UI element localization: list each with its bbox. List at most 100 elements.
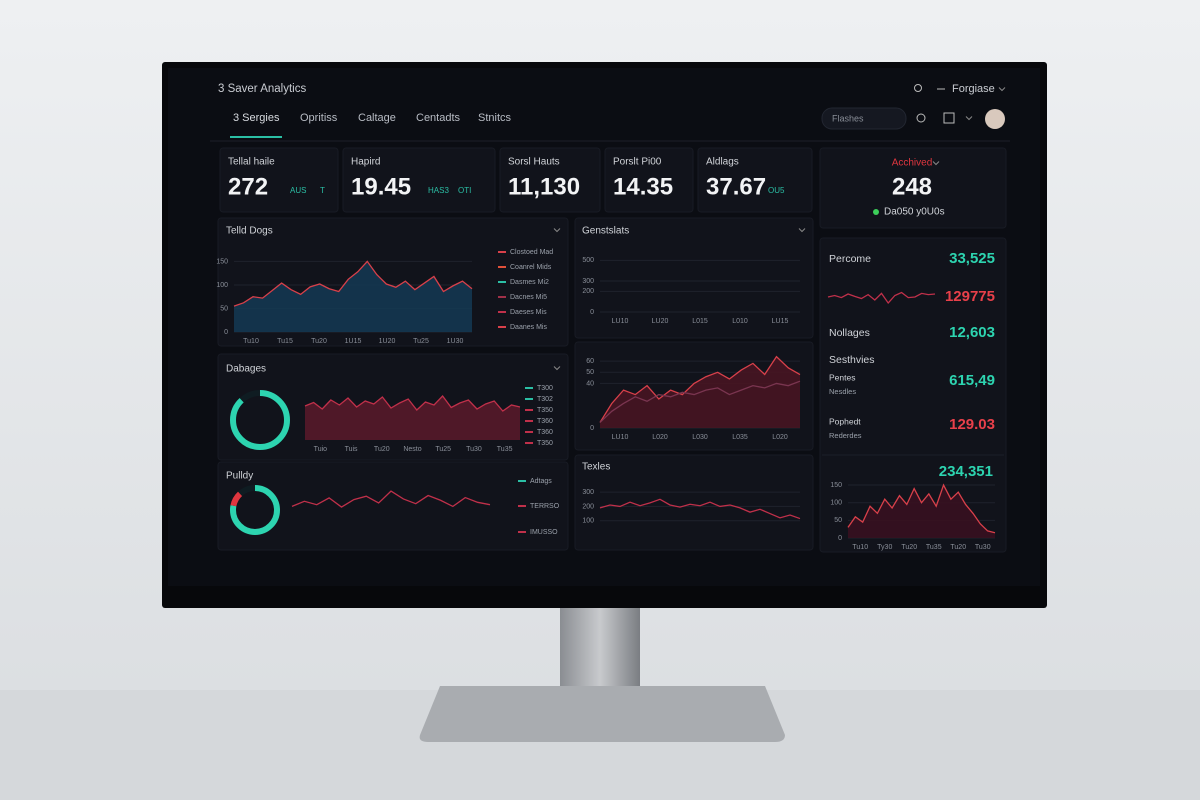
legend-label: T360 [537,418,553,425]
x-tick-label: Ty30 [877,544,892,551]
card [819,237,1007,553]
row-label: Sesthvies [829,354,875,366]
nav-tab[interactable]: Opritiss [300,112,338,124]
x-tick-label: Tu25 [435,446,451,453]
row-label: Pophedt [829,416,861,426]
kpi-label: Sorsl Hauts [508,157,560,168]
kpi-label: Aldlags [706,157,739,168]
panel-title: Texles [582,462,610,473]
panel-title: Telld Dogs [226,226,273,237]
highlight-value: 248 [892,173,932,200]
chevron [932,161,940,166]
x-tick-label: LU15 [772,318,789,325]
y-tick-label: 0 [838,535,842,542]
dashboard: 3 Saver Analytics Forgiase 3 Sergies Opriti… [210,83,1010,553]
nav-tab[interactable]: Caltage [358,112,396,124]
x-tick-label: Tu30 [975,544,991,551]
chevron [553,366,561,371]
y-tick-label: 60 [586,358,594,365]
y-tick-label: 500 [582,257,594,264]
x-tick-label: LU10 [612,318,629,325]
y-tick-label: 0 [224,329,228,336]
x-tick-label: Tu20 [901,544,917,551]
x-tick-label: L010 [732,318,748,325]
search-placeholder: Flashes [832,113,864,123]
row-sublabel: Rederdes [829,431,862,440]
donut-segment [230,485,280,535]
y-tick-label: 40 [586,380,594,387]
kpi-label: Hapird [351,157,380,168]
y-tick-label: 100 [216,282,228,289]
row-value: 33,525 [949,250,995,267]
user-menu[interactable]: Forgiase [952,83,995,95]
kpi-note: AUS [290,186,306,195]
card [819,147,1007,229]
series-line [599,380,801,423]
kpi-value: 11,130 [508,173,580,200]
nav-tab[interactable]: 3 Sergies [233,112,280,124]
nav-tab[interactable]: Stnitcs [478,112,512,124]
x-tick-label: LU10 [612,434,629,441]
search-icon[interactable] [916,113,926,123]
panel-title: Genstslats [582,226,629,237]
series-line [233,260,473,307]
legend-label: Daeses Mis [510,309,547,316]
x-tick-label: Tu30 [466,446,482,453]
menu-icon[interactable] [943,112,955,124]
kpi-note: HAS3 [428,186,449,195]
legend-label: TERRSO [530,503,560,510]
x-tick-label: Tu35 [497,446,513,453]
x-tick-label: Tu25 [413,338,429,345]
card [342,147,496,213]
series-line [291,490,491,508]
y-tick-label: 100 [830,500,842,507]
chevron [998,87,1006,92]
area-fill [305,396,520,440]
series-line [847,483,996,534]
stand-neck [560,600,640,692]
x-tick-label: L035 [732,434,748,441]
nav-tab[interactable]: Centadts [416,112,461,124]
kpi-label: Porslt Pi00 [613,157,662,168]
kpi-value: 19.45 [351,173,411,200]
y-tick-label: 50 [220,305,228,312]
card [217,461,569,551]
x-tick-label: Tu20 [311,338,327,345]
search-icon[interactable] [914,84,922,92]
legend-label: Clostoed Mad [510,249,553,256]
x-tick-label: 1U20 [379,338,396,345]
y-tick-label: 200 [582,503,594,510]
kpi-label: Tellal haile [228,157,275,168]
panel-title: Pulldy [226,471,253,482]
y-tick-label: 100 [582,518,594,525]
kpi-value: 37.67 [706,173,766,200]
card [499,147,601,213]
area-fill [848,485,995,538]
card [574,217,814,339]
x-tick-label: L015 [692,318,708,325]
search-box[interactable] [821,107,907,130]
x-tick-label: 1U30 [447,338,464,345]
y-tick-label: 50 [834,517,842,524]
x-tick-label: L020 [652,434,668,441]
x-tick-label: Tuio [314,446,327,453]
legend-label: Daanes Mis [510,324,547,331]
y-tick-label: 300 [582,278,594,285]
card [219,147,339,213]
kpi-note: T [320,186,325,195]
sparkline [827,291,936,305]
x-tick-label: Nesto [403,446,421,453]
chevron [553,228,561,233]
avatar[interactable] [985,109,1005,129]
legend-label: T302 [537,396,553,403]
row-value: 12,603 [949,324,995,341]
x-tick-label: L020 [772,434,788,441]
x-tick-label: Tu35 [926,544,942,551]
y-tick-label: 0 [590,425,594,432]
legend-label: T350 [537,440,553,447]
chevron [798,228,806,233]
x-tick-label: Tu10 [852,544,868,551]
y-tick-label: 0 [590,309,594,316]
y-tick-label: 150 [216,258,228,265]
